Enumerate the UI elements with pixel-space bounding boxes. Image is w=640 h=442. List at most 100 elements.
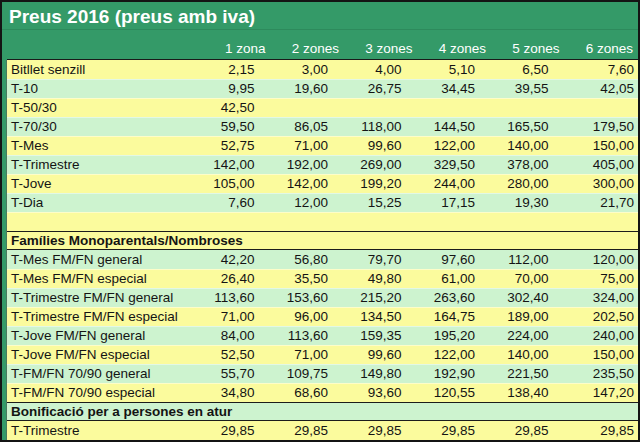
price-cell: 19,30 <box>491 195 565 210</box>
price-cell: 61,00 <box>418 271 492 286</box>
section-header-row: Famílies Monoparentals/Nombroses <box>7 231 638 250</box>
section-title: Bonificació per a persones en atur <box>7 404 638 419</box>
price-cell: 42,05 <box>565 81 639 96</box>
price-cell: 144,50 <box>418 119 492 134</box>
price-cell: 179,50 <box>565 119 639 134</box>
row-label: T-10 <box>7 81 197 96</box>
price-cell: 138,40 <box>491 385 565 400</box>
table-row: T-Jove105,00142,00199,20244,00280,00300,… <box>7 174 638 193</box>
price-cell: 122,00 <box>418 138 492 153</box>
table-row: T-Jove FM/FN especial52,5071,0099,60122,… <box>7 345 638 364</box>
table-row: T-Trimestre FM/FN especial71,0096,00134,… <box>7 307 638 326</box>
price-cell: 70,00 <box>491 271 565 286</box>
price-cell: 118,00 <box>344 119 418 134</box>
price-cell: 29,85 <box>418 423 492 438</box>
price-cell: 75,00 <box>565 271 639 286</box>
price-cell: 112,00 <box>491 252 565 267</box>
price-cell: 300,00 <box>565 176 639 191</box>
row-label: T-50/30 <box>7 100 197 115</box>
row-label: T-FM/FN 70/90 especial <box>7 385 197 400</box>
price-cell: 192,00 <box>271 157 345 172</box>
price-cell: 159,35 <box>344 328 418 343</box>
row-label: T-Trimestre FM/FN especial <box>7 309 197 324</box>
price-cell: 52,75 <box>197 138 271 153</box>
price-cell: 35,50 <box>271 271 345 286</box>
price-cell: 109,75 <box>271 366 345 381</box>
price-cell: 280,00 <box>491 176 565 191</box>
price-cell: 97,60 <box>418 252 492 267</box>
table-row: T-70/3059,5086,05118,00144,50165,50179,5… <box>7 117 638 136</box>
price-cell: 59,50 <box>197 119 271 134</box>
table-row: T-FM/FN 70/90 especial34,8068,6093,60120… <box>7 383 638 402</box>
table-row: T-Trimestre142,00192,00269,00329,50378,0… <box>7 155 638 174</box>
price-cell: 17,15 <box>418 195 492 210</box>
price-cell: 29,85 <box>271 423 345 438</box>
price-cell: 378,00 <box>491 157 565 172</box>
price-cell: 84,00 <box>197 328 271 343</box>
price-table-window: Preus 2016 (preus amb iva) 1 zona 2 zone… <box>0 0 640 442</box>
price-cell: 55,70 <box>197 366 271 381</box>
price-cell: 202,50 <box>565 309 639 324</box>
price-cell: 120,55 <box>418 385 492 400</box>
row-label: T-Dia <box>7 195 197 210</box>
section-header-row: Bonificació per a persones en atur <box>7 402 638 421</box>
price-cell: 120,00 <box>565 252 639 267</box>
price-cell: 7,60 <box>565 62 639 77</box>
price-cell: 199,20 <box>344 176 418 191</box>
row-label: T-70/30 <box>7 119 197 134</box>
table-row: T-109,9519,6026,7534,4539,5542,05 <box>7 79 638 98</box>
price-cell: 240,00 <box>565 328 639 343</box>
price-cell: 221,50 <box>491 366 565 381</box>
price-cell: 93,60 <box>344 385 418 400</box>
price-cell: 29,85 <box>491 423 565 438</box>
price-cell: 215,20 <box>344 290 418 305</box>
price-cell: 29,85 <box>565 423 639 438</box>
table-rows: Bitllet senzill2,153,004,005,106,507,60T… <box>6 60 638 440</box>
row-label: T-FM/FN 70/90 general <box>7 366 197 381</box>
table-row: T-Mes52,7571,0099,60122,00140,00150,00 <box>7 136 638 155</box>
price-cell: 99,60 <box>344 347 418 362</box>
price-cell: 34,80 <box>197 385 271 400</box>
price-cell: 42,50 <box>197 100 271 115</box>
price-cell: 9,95 <box>197 81 271 96</box>
table-row: T-Dia7,6012,0015,2517,1519,3021,70 <box>7 193 638 212</box>
price-cell: 29,85 <box>197 423 271 438</box>
column-header-2-zones: 2 zones <box>271 41 345 56</box>
price-cell: 195,20 <box>418 328 492 343</box>
section-title: Famílies Monoparentals/Nombroses <box>7 233 638 248</box>
price-cell: 96,00 <box>271 309 345 324</box>
price-cell: 79,70 <box>344 252 418 267</box>
row-label: T-Trimestre <box>7 157 197 172</box>
price-cell: 39,55 <box>491 81 565 96</box>
price-cell: 142,00 <box>197 157 271 172</box>
price-cell: 244,00 <box>418 176 492 191</box>
price-cell: 2,15 <box>197 62 271 77</box>
price-cell: 6,50 <box>491 62 565 77</box>
price-cell: 140,00 <box>491 347 565 362</box>
price-cell: 134,50 <box>344 309 418 324</box>
row-label: T-Jove <box>7 176 197 191</box>
price-cell: 113,60 <box>271 328 345 343</box>
table-row: T-Mes FM/FN general42,2056,8079,7097,601… <box>7 250 638 269</box>
table-row: T-FM/FN 70/90 general55,70109,75149,8019… <box>7 364 638 383</box>
column-header-6-zones: 6 zones <box>565 41 639 56</box>
price-cell: 329,50 <box>418 157 492 172</box>
price-cell: 263,60 <box>418 290 492 305</box>
row-label: T-Mes <box>7 138 197 153</box>
price-cell: 21,70 <box>565 195 639 210</box>
table-row: T-50/3042,50 <box>7 98 638 117</box>
price-cell: 71,00 <box>197 309 271 324</box>
row-label: T-Jove FM/FN general <box>7 328 197 343</box>
price-cell: 15,25 <box>344 195 418 210</box>
table-header: 1 zona 2 zones 3 zones 4 zones 5 zones 6… <box>7 30 638 60</box>
price-cell: 165,50 <box>491 119 565 134</box>
price-cell: 150,00 <box>565 347 639 362</box>
price-cell: 56,80 <box>271 252 345 267</box>
price-cell: 7,60 <box>197 195 271 210</box>
price-cell: 105,00 <box>197 176 271 191</box>
row-label: Bitllet senzill <box>7 62 197 77</box>
price-cell: 49,80 <box>344 271 418 286</box>
row-label: T-Mes FM/FN general <box>7 252 197 267</box>
price-cell: 12,00 <box>271 195 345 210</box>
column-header-5-zones: 5 zones <box>491 41 565 56</box>
